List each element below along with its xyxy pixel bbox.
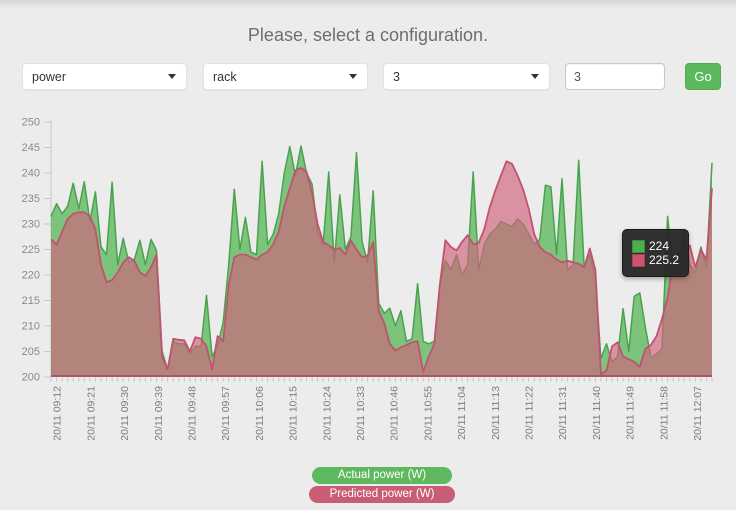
y-tick-label: 225 — [22, 244, 40, 256]
chart-tooltip: 224 225.2 — [622, 229, 690, 277]
x-tick-label: 20/11 11:22 — [523, 386, 535, 440]
x-tick-label: 20/11 11:49 — [625, 386, 637, 440]
x-tick-label: 20/11 11:13 — [490, 386, 502, 440]
count-input[interactable] — [565, 63, 665, 90]
power-chart[interactable]: 200 205 210 215 220 225 230 235 240 245 250 20/11 0… — [0, 110, 736, 462]
x-tick-label: 20/11 10:24 — [321, 386, 333, 441]
x-tick-label: 20/11 09:57 — [220, 386, 232, 441]
x-tick-label: 20/11 11:40 — [591, 386, 603, 440]
x-tick-label: 20/11 09:39 — [153, 386, 165, 441]
tooltip-actual-row: 224 — [632, 240, 679, 253]
y-tick-label: 240 — [22, 168, 40, 180]
go-button[interactable]: Go — [685, 63, 721, 90]
tooltip-predicted-value: 225.2 — [649, 253, 680, 267]
legend-actual-power[interactable]: Actual power (W) — [312, 467, 452, 484]
y-tick-label: 230 — [22, 219, 40, 231]
level-select[interactable]: rack — [203, 63, 368, 90]
x-tick-label: 20/11 10:55 — [422, 386, 434, 441]
y-tick-label: 235 — [22, 193, 40, 205]
x-tick-label: 20/11 09:12 — [52, 386, 64, 441]
x-tick-label: 20/11 09:48 — [186, 386, 198, 441]
y-tick-label: 220 — [22, 270, 40, 282]
x-tick-label: 20/11 09:30 — [119, 386, 131, 441]
x-tick-label: 20/11 10:33 — [355, 386, 367, 441]
x-tick-label: 20/11 12:07 — [692, 386, 704, 441]
metric-select[interactable]: power — [22, 63, 187, 90]
x-tick-label: 20/11 11:04 — [456, 386, 468, 440]
page-title: Please, select a configuration. — [247, 25, 489, 45]
x-tick-label: 20/11 11:58 — [658, 386, 670, 440]
y-tick-label: 205 — [22, 346, 40, 358]
tooltip-predicted-row: 225.2 — [632, 254, 679, 267]
x-tick-label: 20/11 10:46 — [389, 386, 401, 441]
id-select[interactable]: 3 — [383, 63, 550, 90]
x-tick-label: 20/11 10:06 — [254, 386, 266, 441]
y-tick-label: 215 — [22, 295, 40, 307]
x-tick-label: 20/11 11:31 — [557, 386, 569, 440]
y-tick-label: 245 — [22, 142, 40, 154]
predicted-series-swatch-icon — [632, 254, 645, 267]
x-tick-label: 20/11 09:21 — [85, 386, 97, 441]
predicted-series-area — [51, 161, 712, 377]
y-tick-label: 210 — [22, 321, 40, 333]
legend-predicted-power[interactable]: Predicted power (W) — [309, 486, 455, 503]
top-gradient-strip — [0, 0, 736, 9]
y-tick-label: 200 — [22, 372, 40, 384]
y-tick-label: 250 — [22, 117, 40, 129]
tooltip-actual-value: 224 — [649, 239, 670, 253]
x-tick-label: 20/11 10:15 — [288, 386, 300, 441]
actual-series-swatch-icon — [632, 240, 645, 253]
predicted-series-line — [50, 160, 713, 376]
